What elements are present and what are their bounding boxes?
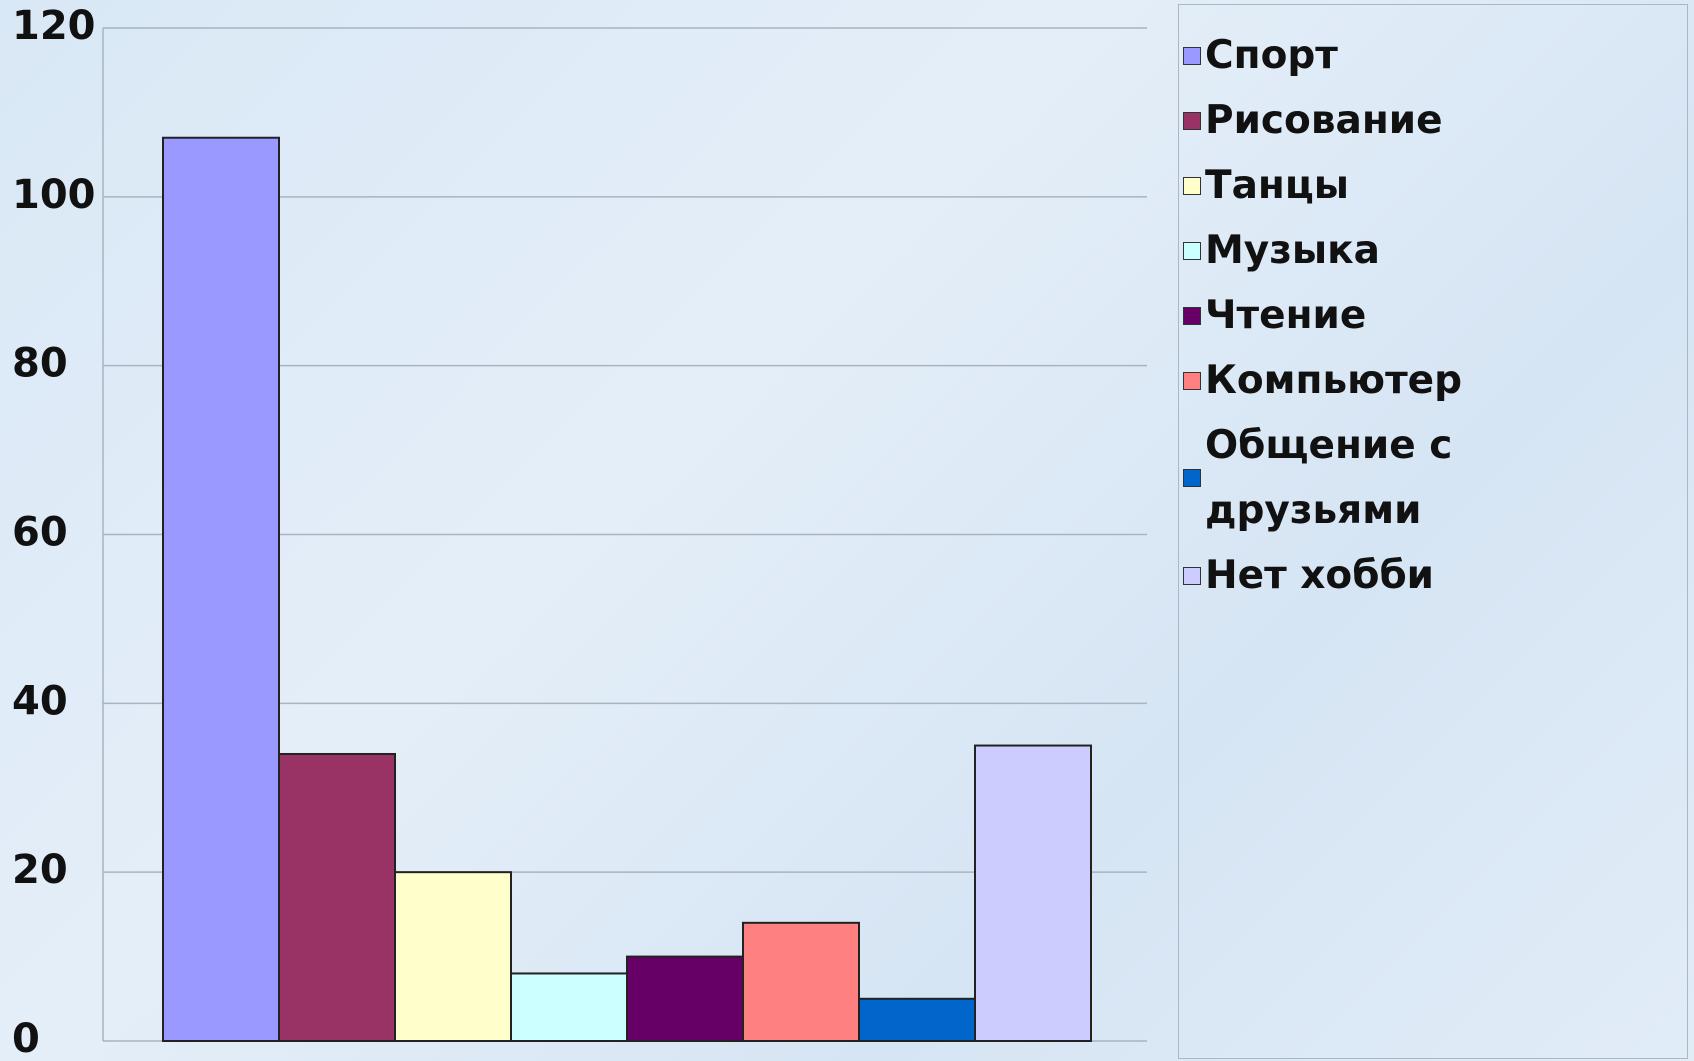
- legend-item: Компьютер: [1179, 348, 1687, 413]
- bar: [974, 744, 1092, 1043]
- legend-item: Музыка: [1179, 218, 1687, 283]
- legend-label: Рисование: [1205, 98, 1443, 143]
- legend-swatch: [1183, 111, 1201, 130]
- bar: [394, 871, 512, 1043]
- legend-item: Чтение: [1179, 283, 1687, 348]
- legend-swatch: [1183, 371, 1201, 390]
- legend-item: Нет хобби: [1179, 543, 1687, 608]
- y-tick-label: 0: [12, 1016, 40, 1061]
- y-tick-label: 80: [12, 341, 68, 387]
- legend-item: Спорт: [1179, 23, 1687, 88]
- legend-item: Танцы: [1179, 153, 1687, 218]
- legend-item: Общение с друзьями: [1179, 413, 1687, 543]
- legend-swatch: [1183, 306, 1201, 325]
- y-tick-label: 40: [12, 678, 68, 724]
- legend-swatch: [1183, 469, 1201, 487]
- legend-label: Спорт: [1205, 33, 1338, 78]
- legend-label: Компьютер: [1205, 358, 1463, 403]
- legend-label: Чтение: [1205, 293, 1367, 338]
- bar: [510, 972, 628, 1043]
- legend-label: Нет хобби: [1205, 553, 1435, 598]
- bar: [742, 921, 860, 1042]
- bar: [278, 752, 396, 1042]
- y-tick-label: 60: [12, 510, 68, 556]
- legend-label: Музыка: [1205, 228, 1380, 273]
- legend: Спорт Рисование Танцы Музыка Чтение Компьютер…: [1178, 4, 1688, 1059]
- y-tick-label: 20: [12, 847, 68, 893]
- legend-label: Танцы: [1205, 163, 1350, 208]
- legend-swatch: [1183, 176, 1201, 195]
- bar: [858, 997, 976, 1043]
- bar: [626, 955, 744, 1042]
- y-tick-label: 120: [12, 3, 96, 49]
- legend-label: Общение с друзьями: [1205, 423, 1453, 533]
- legend-swatch: [1183, 566, 1201, 585]
- y-tick-label: 100: [12, 172, 96, 218]
- legend-swatch: [1183, 46, 1201, 65]
- legend-swatch: [1183, 241, 1201, 260]
- bar: [162, 136, 280, 1043]
- legend-item: Рисование: [1179, 88, 1687, 153]
